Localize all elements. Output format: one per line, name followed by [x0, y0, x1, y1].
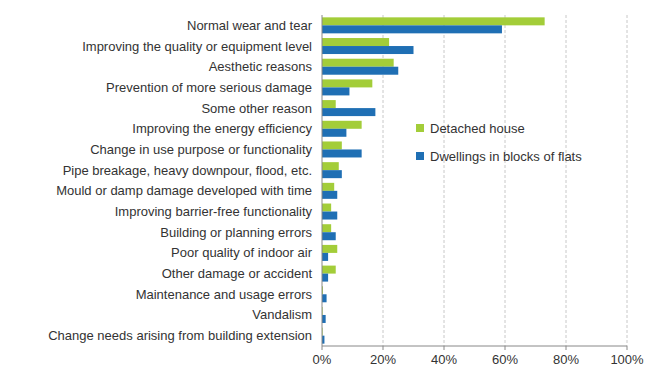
legend-swatch — [416, 124, 424, 132]
bar — [322, 67, 398, 75]
legend-swatch — [416, 152, 424, 160]
bar — [322, 121, 362, 129]
bar — [322, 79, 372, 87]
bar — [322, 315, 326, 323]
bar — [322, 59, 394, 67]
bar — [322, 17, 545, 25]
grid-line — [566, 15, 567, 346]
category-label: Prevention of more serious damage — [106, 80, 312, 95]
grid-line — [505, 15, 506, 346]
legend-label: Detached house — [430, 121, 525, 136]
bar — [322, 212, 337, 220]
bar — [322, 129, 346, 137]
bar — [322, 149, 362, 157]
tick-label: 20% — [370, 352, 396, 367]
grid — [322, 15, 627, 350]
category-label: Improving the energy efficiency — [132, 121, 312, 136]
tick-mark — [505, 346, 506, 350]
bar — [322, 46, 414, 54]
category-label: Mould or damp damage developed with time — [56, 183, 312, 198]
category-label: Building or planning errors — [160, 225, 312, 240]
chart-container: 0% 20% 40% 60% 80% 100% Normal wear and tear Im… — [0, 0, 659, 392]
category-label: Pipe breakage, heavy downpour, flood, et… — [63, 163, 312, 178]
tick-label: 80% — [553, 352, 579, 367]
category-label: Other damage or accident — [162, 266, 313, 281]
bar — [322, 224, 331, 232]
bar — [322, 245, 337, 253]
category-label: Aesthetic reasons — [209, 59, 313, 74]
tick-label: 60% — [492, 352, 518, 367]
bar — [322, 141, 342, 149]
bar — [322, 170, 342, 178]
legend: Detached house Dwellings in blocks of fla… — [416, 121, 582, 164]
bars — [322, 17, 545, 343]
bar — [322, 204, 331, 212]
legend-label: Dwellings in blocks of flats — [430, 149, 582, 164]
tick-mark — [444, 346, 445, 350]
grid-line — [444, 15, 445, 346]
bar — [322, 183, 334, 191]
bar — [322, 191, 337, 199]
bar — [322, 294, 327, 302]
y-axis-line — [322, 15, 323, 346]
tick-mark — [322, 346, 323, 350]
bar — [322, 100, 336, 108]
category-label: Normal wear and tear — [187, 18, 313, 33]
category-label: Vandalism — [252, 307, 312, 322]
bar — [322, 108, 375, 116]
bar — [322, 162, 339, 170]
category-label: Improving barrier-free functionality — [115, 204, 313, 219]
bar — [322, 87, 349, 95]
category-label: Some other reason — [201, 101, 312, 116]
bar — [322, 266, 336, 274]
bar — [322, 232, 336, 240]
tick-label: 40% — [431, 352, 457, 367]
tick-label: 0% — [313, 352, 332, 367]
x-axis-line — [322, 346, 627, 347]
category-label: Change needs arising from building exten… — [48, 328, 312, 343]
category-label: Change in use purpose or functionality — [90, 142, 312, 157]
bar — [322, 25, 502, 33]
bar — [322, 253, 328, 261]
bar — [322, 38, 389, 46]
category-label: Improving the quality or equipment level — [82, 39, 312, 54]
chart-svg: 0% 20% 40% 60% 80% 100% Normal wear and tear Im… — [0, 0, 659, 392]
category-label: Maintenance and usage errors — [136, 287, 313, 302]
grid-line — [627, 15, 628, 346]
category-label: Poor quality of indoor air — [171, 245, 313, 260]
bar — [322, 274, 328, 282]
tick-mark — [566, 346, 567, 350]
tick-mark — [627, 346, 628, 350]
tick-label: 100% — [610, 352, 644, 367]
tick-mark — [383, 346, 384, 350]
